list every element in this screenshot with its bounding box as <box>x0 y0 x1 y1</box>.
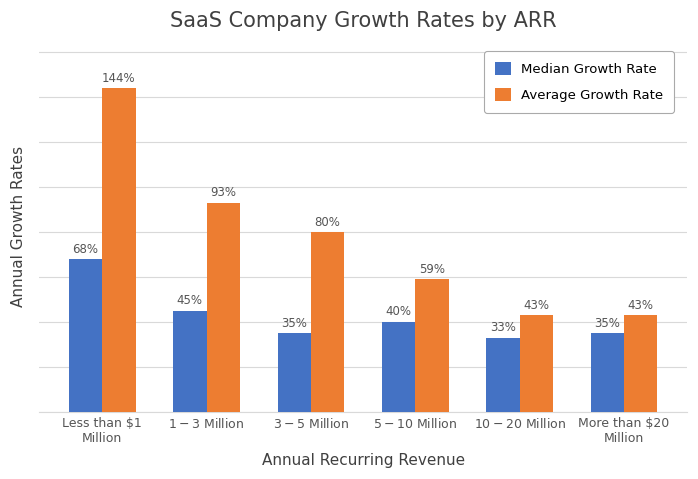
Text: 43%: 43% <box>524 299 549 312</box>
Bar <box>207 203 240 411</box>
X-axis label: Annual Recurring Revenue: Annual Recurring Revenue <box>262 453 465 468</box>
Title: SaaS Company Growth Rates by ARR: SaaS Company Growth Rates by ARR <box>170 11 556 31</box>
Text: 35%: 35% <box>595 317 621 330</box>
Text: 43%: 43% <box>628 299 654 312</box>
Text: 35%: 35% <box>281 317 307 330</box>
Bar <box>591 333 624 411</box>
Text: 93%: 93% <box>210 186 236 199</box>
Bar <box>311 232 344 411</box>
Bar <box>487 338 520 411</box>
Bar <box>278 333 311 411</box>
Text: 59%: 59% <box>419 263 445 276</box>
Text: 144%: 144% <box>102 72 135 85</box>
Text: 68%: 68% <box>73 242 98 256</box>
Legend: Median Growth Rate, Average Growth Rate: Median Growth Rate, Average Growth Rate <box>484 51 674 113</box>
Bar <box>68 259 102 411</box>
Text: 33%: 33% <box>490 321 516 334</box>
Text: 80%: 80% <box>315 216 341 228</box>
Bar <box>173 310 207 411</box>
Bar <box>624 315 658 411</box>
Y-axis label: Annual Growth Rates: Annual Growth Rates <box>11 146 26 307</box>
Bar <box>102 88 135 411</box>
Bar <box>382 322 415 411</box>
Text: 45%: 45% <box>177 294 203 307</box>
Text: 40%: 40% <box>385 306 412 319</box>
Bar <box>415 279 449 411</box>
Bar <box>520 315 553 411</box>
